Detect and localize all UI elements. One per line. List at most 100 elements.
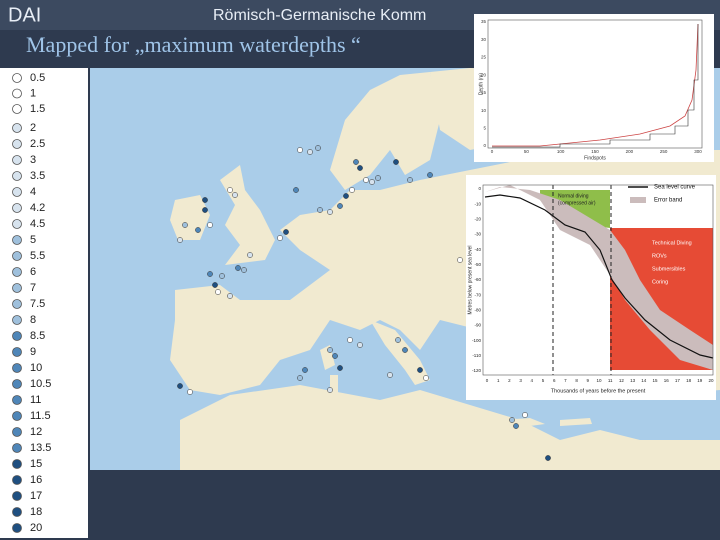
findspot: [417, 367, 423, 373]
y-tick-label: 30: [481, 37, 487, 42]
institution: Römisch-Germanische Komm: [213, 7, 426, 24]
legend-swatch: [12, 73, 22, 83]
zone-label: Technical Diving: [652, 240, 692, 246]
legend-swatch: [12, 123, 22, 133]
legend-label: 20: [30, 522, 42, 534]
land-islands: [320, 345, 338, 395]
findspot: [522, 412, 528, 418]
x-axis-label: Thousands of years before the present: [551, 388, 646, 394]
y-tick-label: 5: [483, 125, 486, 130]
findspot: [427, 172, 433, 178]
findspot: [395, 337, 401, 343]
x-tick-label: 10: [596, 378, 602, 383]
legend-label: 10.5: [30, 378, 51, 390]
legend-label: 2.5: [30, 138, 45, 150]
findspot: [423, 375, 429, 381]
findspot: [207, 271, 213, 277]
legend-label: 18: [30, 506, 42, 518]
depth-chart: Depth (m) Findspots 0 5 10 15 20 25 30 35 0 50 100…: [474, 14, 714, 162]
legend-label: 4.2: [30, 202, 45, 214]
y-tick-label: -30: [474, 232, 481, 237]
legend-label: 4.5: [30, 218, 45, 230]
legend-label: 10: [30, 362, 42, 374]
slide-title: Mapped for „maximum waterdepths “: [26, 32, 361, 57]
legend-swatch: [12, 139, 22, 149]
sea-level-ticks: 0 -10 -20 -30 -40 -50 -60 -70 -80 -90 -100 -110 -120…: [472, 186, 714, 383]
findspot: [393, 159, 399, 165]
findspot: [387, 372, 393, 378]
x-tick-label: 0: [486, 378, 489, 383]
y-axis-label: Metres below present sea level: [467, 246, 473, 315]
depth-ticks: 0 5 10 15 20 25 30 35 0 50 100 150 200 250 300: [481, 19, 702, 154]
zone-label: Submersibles: [652, 266, 686, 272]
findspot: [545, 455, 551, 461]
y-tick-label: -10: [474, 201, 481, 206]
legend-swatch: [12, 411, 22, 421]
findspot: [177, 383, 183, 389]
x-tick-label: 15: [652, 378, 658, 383]
findspot: [177, 237, 183, 243]
x-tick-label: 13: [630, 378, 636, 383]
y-tick-label: 15: [481, 90, 487, 95]
x-tick-label: 6: [553, 378, 556, 383]
findspot: [293, 187, 299, 193]
x-tick-label: 12: [619, 378, 625, 383]
legend-label: 2: [30, 122, 36, 134]
findspot: [402, 347, 408, 353]
land-africa: [180, 385, 720, 470]
legend-label: 4: [30, 186, 36, 198]
x-tick-label: 1: [497, 378, 500, 383]
legend-swatch: [12, 459, 22, 469]
findspot: [307, 149, 313, 155]
legend-swatch: [12, 104, 22, 114]
findspot: [369, 179, 375, 185]
findspot: [337, 365, 343, 371]
legend-label: 16: [30, 474, 42, 486]
y-tick-label: -80: [474, 308, 481, 313]
y-tick-label: -110: [472, 353, 481, 358]
plot-frame: [482, 184, 714, 376]
findspot: [513, 423, 519, 429]
x-tick-label: 7: [564, 378, 567, 383]
legend-label: 5: [30, 234, 36, 246]
legend-swatch: [12, 379, 22, 389]
legend-label: 11: [30, 394, 41, 406]
x-axis-label: Findspots: [584, 155, 606, 161]
findspot: [347, 337, 353, 343]
findspot: [337, 203, 343, 209]
findspot: [202, 207, 208, 213]
legend-label: 17: [30, 490, 42, 502]
legend-swatch: [12, 299, 22, 309]
legend-swatch: [12, 315, 22, 325]
findspot: [283, 229, 289, 235]
findspot: [343, 193, 349, 199]
x-tick-label: 18: [686, 378, 692, 383]
legend-label: 1: [30, 87, 36, 99]
legend-label: 0.5: [30, 72, 45, 84]
y-tick-label: 0: [483, 143, 486, 148]
legend-label: 11.5: [30, 410, 51, 422]
step-curve: [492, 24, 699, 148]
y-tick-label: -60: [474, 277, 481, 282]
legend-swatch: [12, 283, 22, 293]
findspot: [375, 175, 381, 181]
findspot: [297, 147, 303, 153]
legend-swatch: [12, 171, 22, 181]
legend-label: 15: [30, 458, 42, 470]
x-tick-label: 300: [694, 149, 702, 154]
y-tick-label: -20: [474, 217, 481, 222]
legend-label: 8.5: [30, 330, 45, 342]
findspot: [332, 353, 338, 359]
legend-label: 8: [30, 314, 36, 326]
legend-swatch: [12, 347, 22, 357]
legend-swatch: [12, 155, 22, 165]
x-tick-label: 19: [697, 378, 703, 383]
legend-swatch: [12, 491, 22, 501]
plot-frame: [487, 19, 703, 149]
x-tick-label: 5: [542, 378, 545, 383]
y-tick-label: 0: [478, 186, 481, 191]
y-tick-label: 10: [481, 108, 487, 113]
legend-swatch: [12, 187, 22, 197]
legend-label: 5.5: [30, 250, 45, 262]
